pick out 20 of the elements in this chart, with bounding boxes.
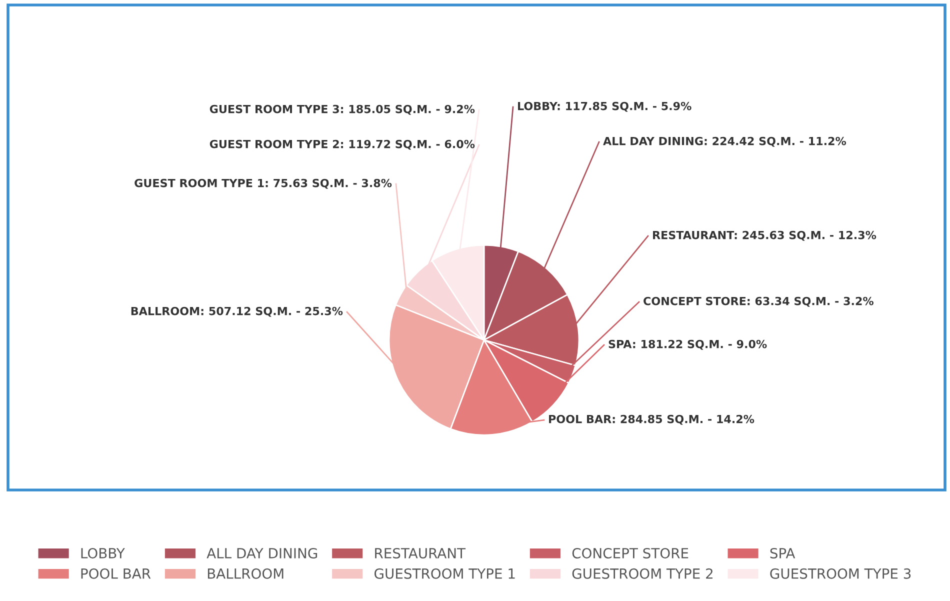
legend-label: ALL DAY DINING xyxy=(206,548,318,558)
data-label: GUEST ROOM TYPE 2: 119.72 SQ.M. - 6.0% xyxy=(210,140,475,150)
data-label: LOBBY: 117.85 SQ.M. - 5.9% xyxy=(518,102,692,112)
legend-label: BALLROOM xyxy=(208,568,284,579)
data-label: POOL BAR: 284.85 SQ.M. - 14.2% xyxy=(549,414,754,425)
data-label: GUEST ROOM TYPE 3: 185.05 SQ.M. - 9.2% xyxy=(210,104,475,115)
legend-label: SPA xyxy=(770,548,796,558)
legend-label: LOBBY xyxy=(81,548,125,558)
legend-label: GUESTROOM TYPE 1 xyxy=(374,568,515,579)
legend-label: GUESTROOM TYPE 3 xyxy=(770,568,911,579)
legend-label: RESTAURANT xyxy=(375,548,466,558)
data-label: ALL DAY DINING: 224.42 SQ.M. - 11.2% xyxy=(603,136,846,147)
data-label: BALLROOM: 507.12 SQ.M. - 25.3% xyxy=(131,306,343,317)
legend-label: POOL BAR xyxy=(81,568,151,579)
data-label: GUEST ROOM TYPE 1: 75.63 SQ.M. - 3.8% xyxy=(134,178,392,189)
data-label: RESTAURANT: 245.63 SQ.M. - 12.3% xyxy=(653,230,876,241)
data-label: SPA: 181.22 SQ.M. - 9.0% xyxy=(608,340,767,350)
data-label: CONCEPT STORE: 63.34 SQ.M. - 3.2% xyxy=(644,296,874,307)
legend-label: CONCEPT STORE xyxy=(572,548,688,558)
legend-label: GUESTROOM TYPE 2 xyxy=(572,568,712,579)
